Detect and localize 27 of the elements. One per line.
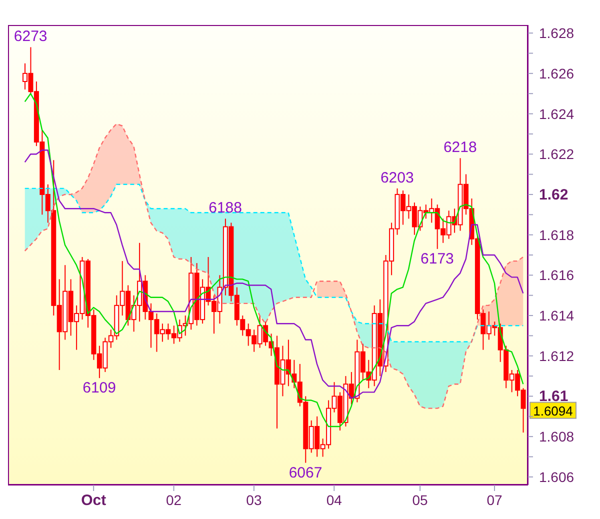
y-tick-label: 1.614 [539,308,574,324]
y-tick-label: 1.618 [539,226,574,243]
annotation: 6109 [82,380,116,397]
y-tick-label: 1.612 [539,348,574,364]
annotation: 6273 [14,28,48,46]
y-tick-label: 1.608 [539,428,574,445]
y-tick-label: 1.62 [539,186,568,204]
y-tick-label: 1.616 [539,267,574,284]
y-tick-label: 1.626 [539,65,574,82]
y-tick-label: 1.628 [539,25,574,42]
x-tick-label: 05 [412,492,428,508]
x-tick-label: 07 [486,492,502,508]
x-tick-label: 04 [326,492,342,508]
y-tick-label: 1.606 [539,468,574,485]
annotation: 6067 [288,464,322,482]
y-tick-label: 1.61 [539,388,568,406]
annotation: 6218 [443,139,477,156]
x-tick-label: 03 [246,492,262,508]
y-tick-label: 1.624 [539,106,574,122]
y-tick-label: 1.622 [539,146,574,162]
text: 1.6094 [533,403,573,418]
annotation: 6173 [420,250,454,268]
x-tick-label: Oct [81,492,106,509]
annotation: 6188 [208,200,242,217]
x-tick-label: 02 [166,492,182,508]
annotation: 6203 [380,169,414,186]
line-series [24,184,524,342]
